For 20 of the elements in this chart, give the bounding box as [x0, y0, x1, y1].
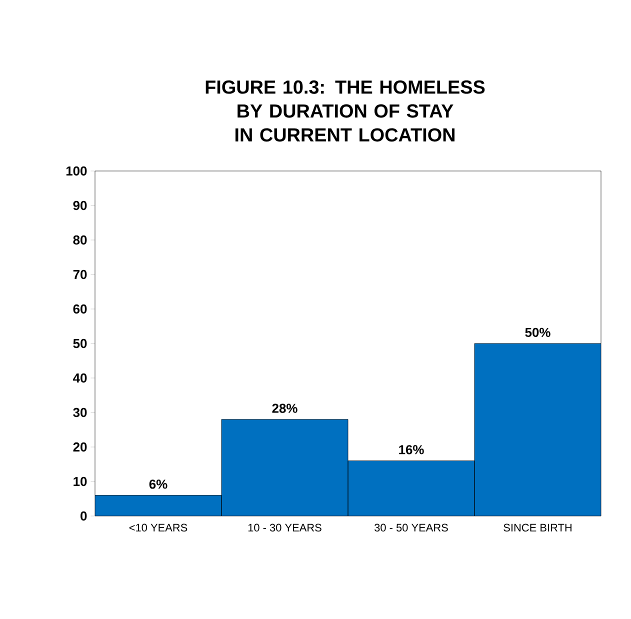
- y-tick-label: 40: [73, 373, 87, 383]
- y-tick-label: 60: [73, 304, 87, 314]
- y-tick-label: 50: [73, 338, 87, 348]
- data-label: 50%: [525, 328, 550, 337]
- y-tick-label: 0: [80, 511, 87, 521]
- y-tick-label: 90: [73, 200, 87, 210]
- y-tick-label: 10: [74, 476, 87, 486]
- x-tick-label: SINCE BIRTH: [504, 524, 572, 532]
- x-tick-label: 10 - 30 YEARS: [248, 524, 322, 532]
- y-tick-label: 100: [66, 166, 87, 176]
- y-tick-label: 30: [73, 408, 87, 418]
- data-label: 16%: [399, 445, 424, 454]
- data-label: 6%: [149, 480, 168, 489]
- y-tick-label: 20: [73, 442, 87, 452]
- x-tick-label: 30 - 50 YEARS: [374, 524, 448, 532]
- y-tick-label: 70: [73, 270, 87, 280]
- x-tick-label: <10 YEARS: [129, 524, 188, 532]
- data-label: 28%: [272, 404, 298, 413]
- chart-title: FIGURE 10.3: THE HOMELESS BY DURATION OF STAY IN CURRENT LOCATION: [206, 80, 485, 142]
- y-tick-label: 80: [73, 235, 87, 245]
